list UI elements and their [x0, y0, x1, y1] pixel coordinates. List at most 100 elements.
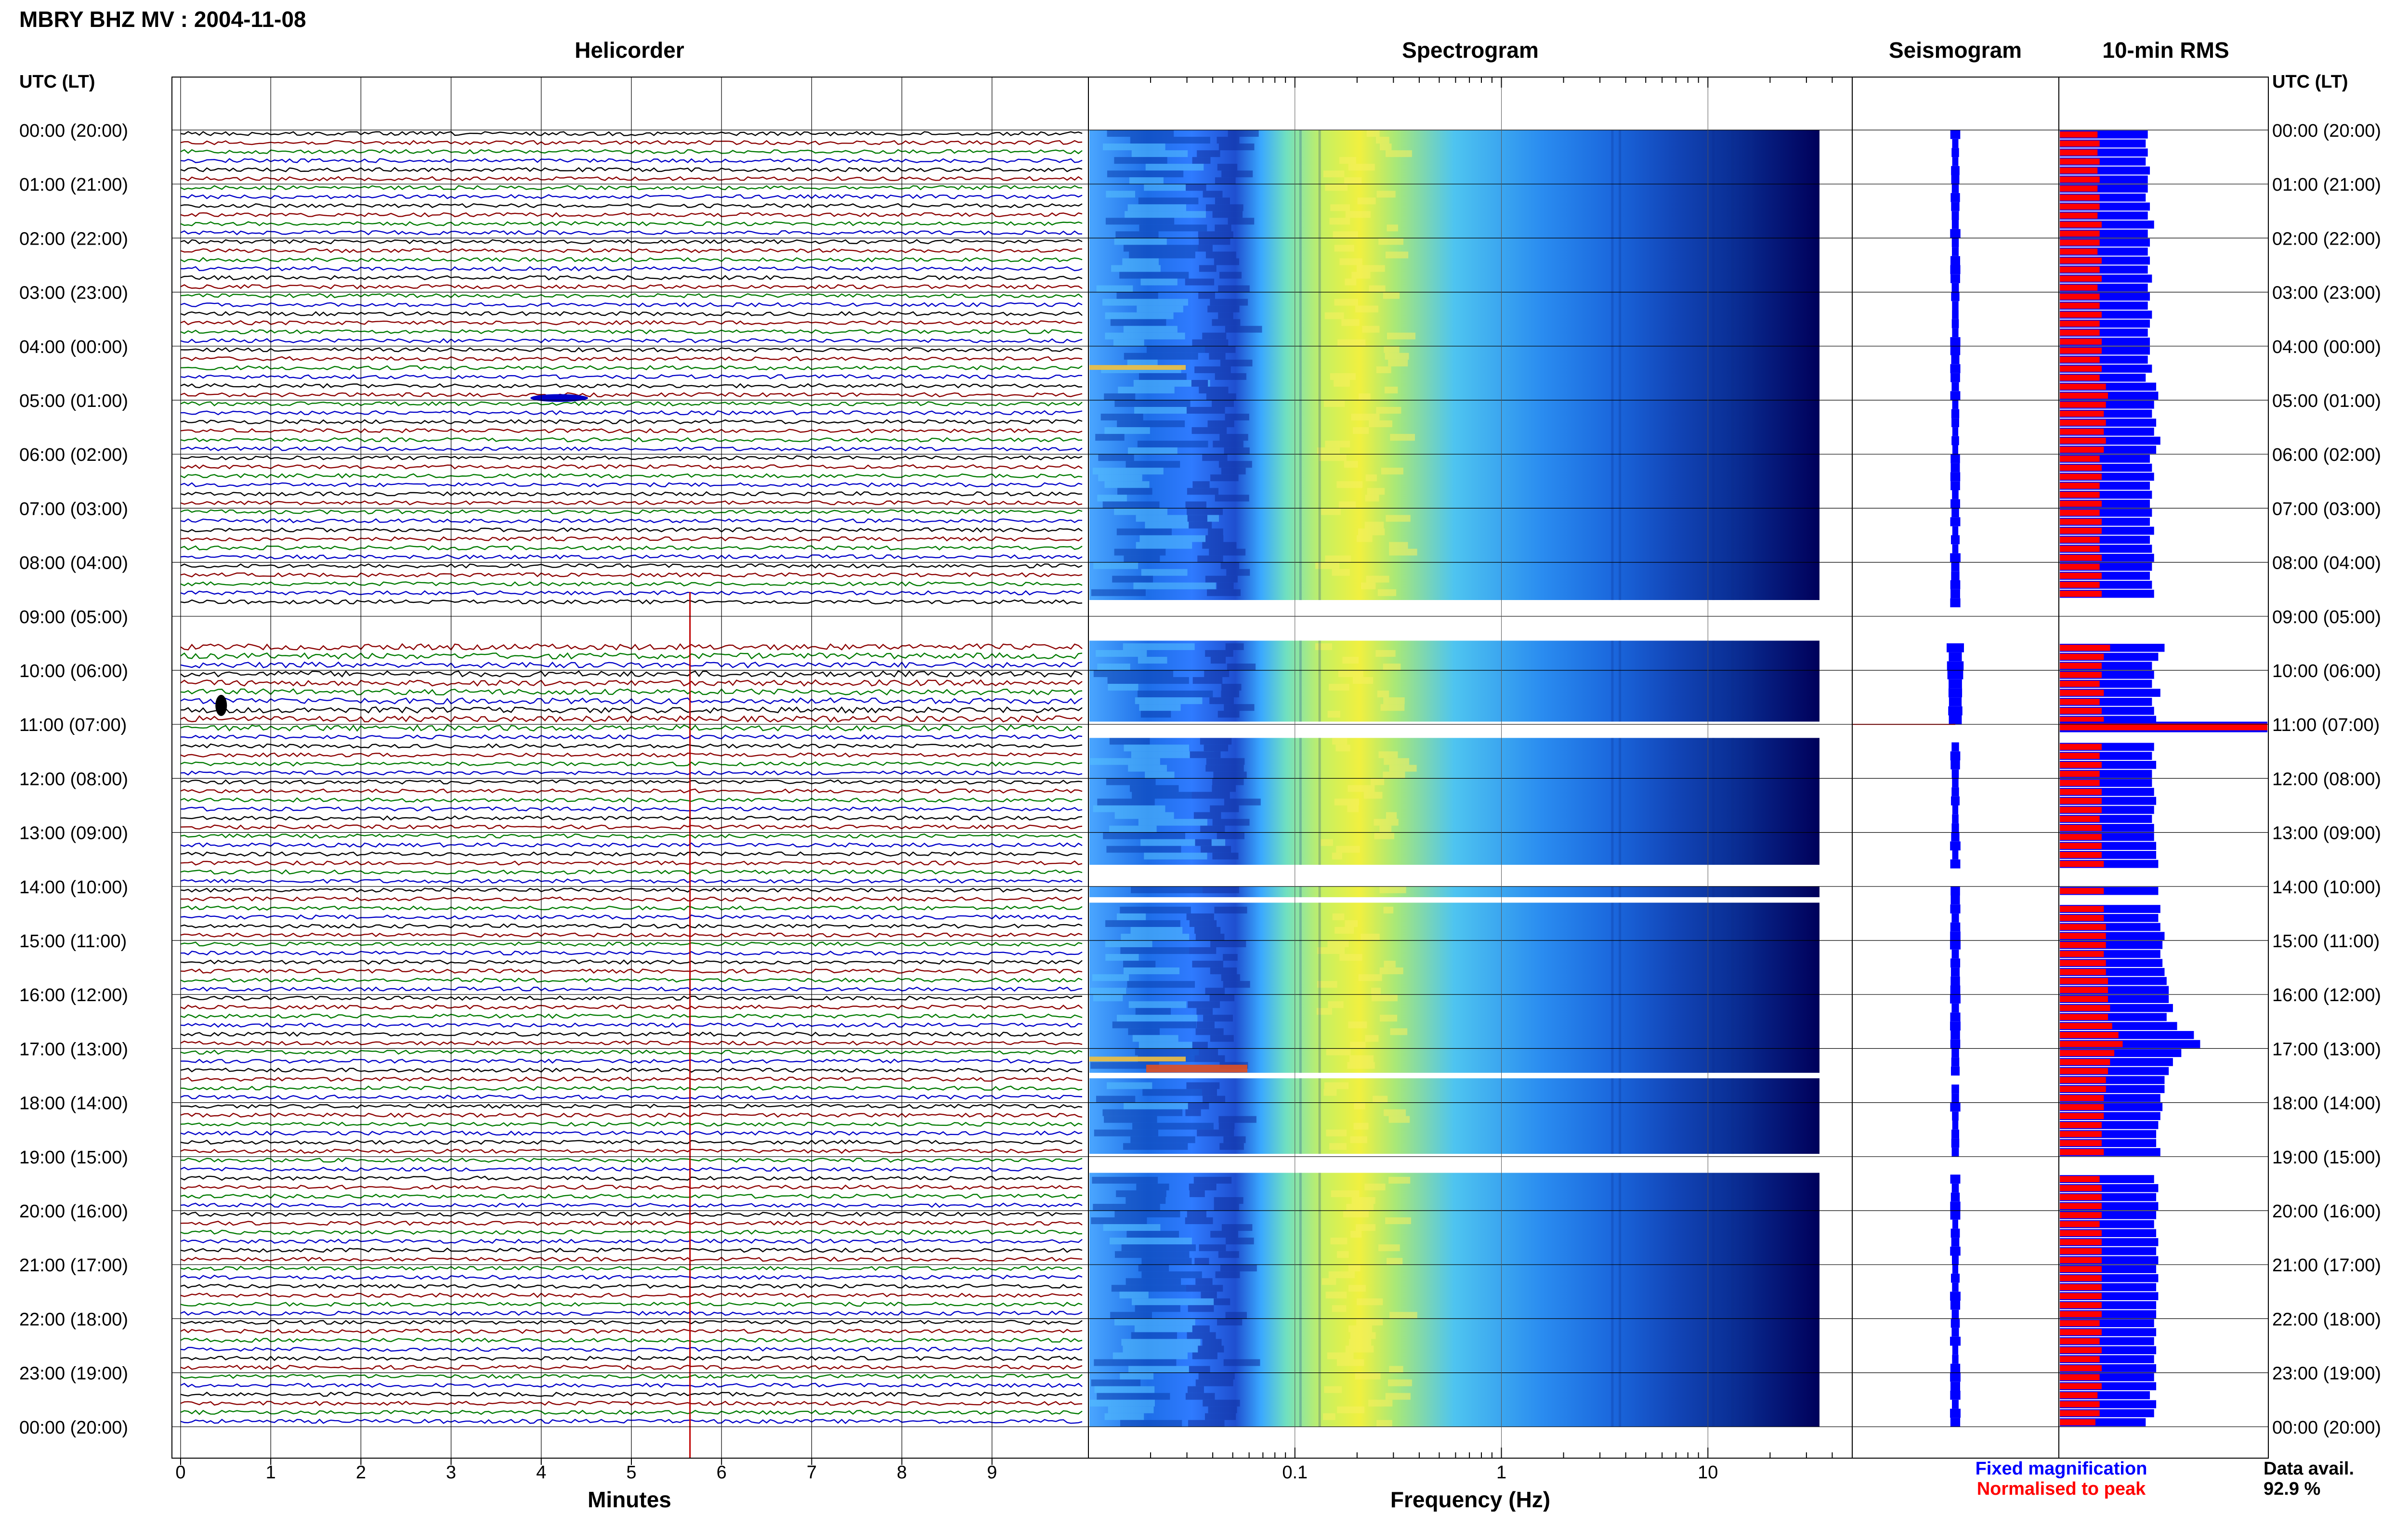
rms-bar-normalised — [2060, 707, 2102, 714]
seismogram-trace — [1950, 1391, 1961, 1400]
seismogram-trace — [1952, 1111, 1959, 1121]
rms-bar-normalised — [2060, 185, 2098, 192]
rms-bar-normalised — [2060, 248, 2098, 255]
seismogram-trace — [1952, 310, 1959, 319]
seismogram-trace — [1951, 949, 1959, 959]
rms-bar-normalised — [2060, 978, 2108, 984]
seismogram-trace — [1950, 1175, 1961, 1184]
seismogram-trace — [1951, 913, 1959, 923]
rms-bar-normalised — [2060, 158, 2100, 165]
helicorder-event — [530, 394, 589, 402]
rms-bar-normalised — [2060, 987, 2108, 993]
rms-bar-normalised — [2060, 419, 2106, 426]
seismogram-trace — [1952, 1265, 1959, 1274]
time-tick-left: 23:00 (19:00) — [19, 1364, 128, 1384]
rms-bar-normalised — [2060, 843, 2102, 849]
rms-bars — [2060, 131, 2267, 1426]
time-tick-left: 18:00 (14:00) — [19, 1094, 128, 1114]
rms-frame — [2058, 77, 2269, 1459]
grid-lines — [172, 77, 2268, 1458]
rms-bar-normalised — [2060, 1023, 2112, 1029]
time-tick-left: 12:00 (08:00) — [19, 769, 128, 789]
seismogram-trace — [1950, 130, 1961, 139]
seismogram-trace — [1952, 526, 1959, 535]
rms-bar-normalised — [2060, 1257, 2102, 1264]
rms-bar-normalised — [2060, 1365, 2102, 1371]
seismogram-trace — [1950, 229, 1961, 238]
seismogram-trace — [1951, 184, 1959, 193]
time-tick-left: 22:00 (18:00) — [19, 1309, 128, 1330]
rms-bar-normalised — [2060, 762, 2102, 768]
time-tick-right: 03:00 (23:00) — [2272, 283, 2381, 303]
seismogram-trace — [1952, 328, 1959, 338]
rms-bar-normalised — [2060, 483, 2100, 489]
rms-bar-normalised — [2060, 402, 2106, 408]
seismogram-trace — [1951, 436, 1959, 445]
rms-bar-normalised — [2060, 780, 2100, 786]
rms-bar-normalised — [2060, 653, 2104, 660]
rms-bar-normalised — [2060, 1149, 2104, 1155]
seismogram-trace — [1952, 490, 1959, 499]
seismogram-trace — [1950, 1228, 1960, 1238]
minutes-tick-label: 1 — [266, 1462, 276, 1483]
data-availability-value: 92.9 % — [2264, 1479, 2320, 1499]
minutes-tick-label: 6 — [717, 1462, 727, 1483]
rms-bar-normalised — [2060, 194, 2100, 201]
time-tick-right: 07:00 (03:00) — [2272, 499, 2381, 519]
rms-bar-normalised — [2060, 1293, 2102, 1299]
minutes-tick-label: 2 — [356, 1462, 366, 1483]
seismogram-trace — [1950, 985, 1961, 995]
rms-bar-normalised — [2060, 1392, 2098, 1398]
rms-bar-normalised — [2060, 275, 2102, 282]
seismogram-trace — [1950, 481, 1960, 490]
seismogram-trace — [1952, 1345, 1959, 1355]
seismogram-trace — [1948, 688, 1963, 698]
seismogram-trace — [1951, 1309, 1959, 1319]
seismogram-trace — [1951, 220, 1959, 229]
rms-bar-normalised — [2060, 861, 2104, 867]
seismogram-trace — [1951, 1084, 1959, 1094]
seismogram-trace — [1950, 1336, 1961, 1346]
seismogram-trace — [1951, 1066, 1960, 1076]
seismogram-trace — [1951, 823, 1959, 833]
seismogram-trace — [1950, 337, 1961, 346]
rms-bar-normalised — [2060, 1230, 2102, 1237]
rms-bar-normalised — [2060, 969, 2106, 975]
frequency-tick-label: 10 — [1698, 1462, 1718, 1483]
rms-bar-normalised — [2060, 140, 2100, 147]
rms-bar-normalised — [2060, 1347, 2102, 1354]
rms-bar-normalised — [2060, 1221, 2100, 1227]
helicorder-panel-title: Helicorder — [575, 38, 684, 63]
rms-bar-normalised — [2060, 266, 2100, 273]
rms-bar-normalised — [2060, 456, 2100, 462]
seismogram-trace — [1951, 409, 1960, 418]
time-tick-right: 23:00 (19:00) — [2272, 1364, 2381, 1384]
time-tick-left: 20:00 (16:00) — [19, 1201, 128, 1222]
frequency-tick-label: 1 — [1496, 1462, 1506, 1483]
rms-bar-normalised — [2060, 374, 2100, 381]
rms-bar-normalised — [2060, 473, 2102, 480]
time-tick-right: 19:00 (15:00) — [2272, 1148, 2381, 1168]
data-availability-label: Data avail. — [2264, 1459, 2354, 1479]
rms-bar-normalised — [2060, 437, 2106, 444]
seismogram-trace — [1950, 589, 1960, 599]
rms-bar-normalised — [2060, 888, 2104, 894]
rms-bar-normalised — [2060, 816, 2100, 822]
rms-bar-normalised — [2060, 807, 2102, 813]
seismogram-trace — [1950, 1211, 1961, 1220]
rms-panel-title: 10-min RMS — [2102, 38, 2229, 63]
rms-bar-normalised — [2060, 1248, 2102, 1254]
time-tick-right: 16:00 (12:00) — [2272, 985, 2381, 1005]
time-tick-right: 21:00 (17:00) — [2272, 1255, 2381, 1276]
seismogram-trace — [1951, 418, 1959, 428]
seismogram-trace — [1949, 679, 1962, 689]
rms-peak-bar-normalised — [2060, 723, 2267, 731]
seismogram-trace — [1952, 247, 1959, 256]
time-tick-left: 21:00 (17:00) — [19, 1255, 128, 1276]
seismogram-trace — [1951, 1255, 1959, 1265]
spectrogram-heatmap — [1089, 130, 1852, 1427]
seismogram-trace — [1950, 391, 1961, 400]
time-tick-right: 14:00 (10:00) — [2272, 877, 2381, 898]
rms-bar-normalised — [2060, 1095, 2104, 1101]
